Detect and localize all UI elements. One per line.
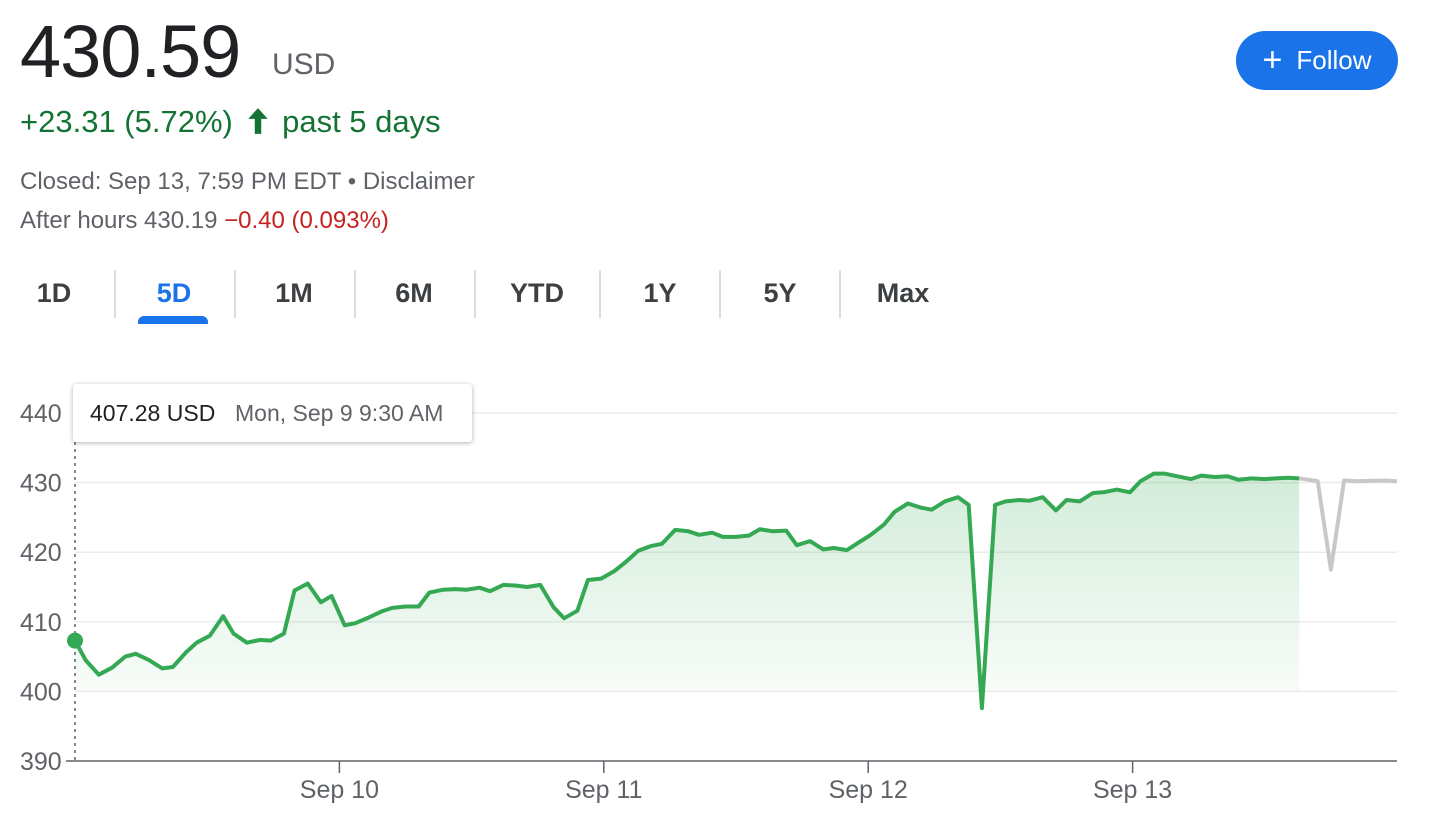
x-axis: Sep 10 Sep 11 Sep 12 Sep 13 (300, 761, 1172, 804)
tab-max[interactable]: Max (876, 278, 930, 308)
after-hours-price: After hours 430.19 (20, 207, 218, 234)
y-tick-label: 430 (20, 470, 62, 498)
tab-divider (839, 270, 841, 318)
hover-tooltip: 407.28 USD Mon, Sep 9 9:30 AM (73, 384, 472, 442)
x-tick-label: Sep 10 (300, 776, 379, 804)
tab-1d[interactable]: 1D (36, 278, 72, 308)
current-price: 430.59 (20, 10, 241, 93)
tab-divider (599, 270, 601, 318)
tab-1m[interactable]: 1M (275, 278, 313, 308)
y-tick-label: 420 (20, 539, 62, 567)
tab-5d[interactable]: 5D (114, 268, 234, 324)
tab-divider (234, 270, 236, 318)
active-tab-indicator (138, 316, 208, 324)
bullet-separator: • (347, 168, 357, 195)
tab-1y[interactable]: 1Y (643, 278, 677, 308)
market-status: Closed: Sep 13, 7:59 PM EDT • Disclaimer (20, 168, 475, 196)
follow-label: Follow (1296, 45, 1372, 75)
x-tick-label: Sep 12 (829, 776, 908, 804)
y-tick-label: 390 (20, 748, 62, 776)
arrow-up-icon (248, 108, 269, 134)
after-hours: After hours 430.19 −0.40 (0.093%) (20, 207, 389, 235)
price-area (75, 473, 1300, 709)
x-tick-label: Sep 13 (1093, 776, 1172, 804)
hover-point (67, 632, 83, 649)
tab-divider (474, 270, 476, 318)
tooltip-price: 407.28 USD (90, 400, 216, 426)
plus-icon: + (1262, 40, 1283, 79)
after-hours-line (1298, 476, 1398, 572)
tab-divider (719, 270, 721, 318)
currency-label: USD (272, 48, 336, 81)
price-line (73, 471, 1300, 711)
follow-button[interactable]: + Follow (1236, 31, 1398, 90)
y-tick-label: 440 (20, 400, 62, 428)
price-change: +23.31 (5.72%) past 5 days (20, 104, 441, 140)
tab-5y[interactable]: 5Y (763, 278, 797, 308)
y-tick-label: 410 (20, 609, 62, 637)
y-tick-label: 400 (20, 678, 62, 706)
change-value: +23.31 (5.72%) (20, 104, 233, 139)
change-period: past 5 days (282, 104, 441, 139)
closed-text: Closed: Sep 13, 7:59 PM EDT (20, 168, 342, 195)
tab-ytd[interactable]: YTD (510, 278, 564, 308)
disclaimer-link[interactable]: Disclaimer (362, 168, 475, 195)
tab-6m[interactable]: 6M (395, 278, 433, 308)
tab-divider (354, 270, 356, 318)
y-axis: 390 400 410 420 430 440 (20, 400, 62, 776)
tab-divider (114, 270, 116, 318)
tooltip-date: Mon, Sep 9 9:30 AM (235, 400, 444, 426)
x-tick-label: Sep 11 (565, 776, 642, 804)
after-hours-change: −0.40 (0.093%) (224, 207, 389, 234)
